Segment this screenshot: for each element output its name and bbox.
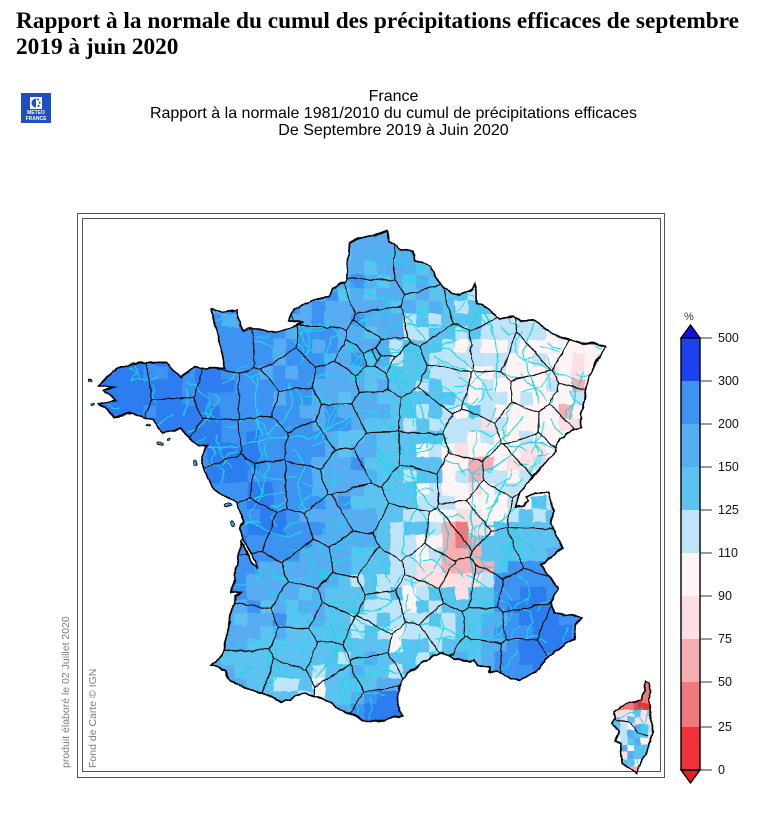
svg-text:%: %	[684, 311, 694, 323]
svg-text:25: 25	[718, 720, 732, 734]
svg-text:300: 300	[718, 374, 739, 388]
svg-text:0: 0	[718, 763, 725, 777]
svg-text:75: 75	[718, 632, 732, 646]
svg-text:125: 125	[718, 503, 739, 517]
svg-text:200: 200	[718, 417, 739, 431]
svg-text:500: 500	[718, 331, 739, 345]
svg-text:150: 150	[718, 460, 739, 474]
svg-text:90: 90	[718, 589, 732, 603]
svg-text:110: 110	[718, 546, 738, 560]
svg-text:50: 50	[718, 675, 732, 689]
